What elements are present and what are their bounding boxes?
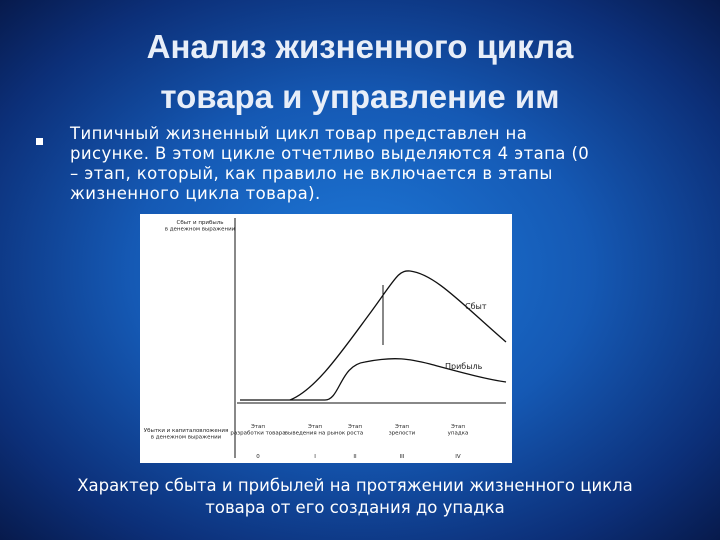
bullet-line: – этап, который, как правило не включает… (70, 164, 553, 183)
title-line: Анализ жизненного цикла (146, 28, 574, 65)
stage-label: Этап (395, 424, 409, 430)
stage-label: зрелости (389, 431, 416, 437)
stage-numeral: 0 (256, 454, 260, 460)
stage-label: Этап (348, 424, 362, 430)
y-axis-label: в денежном выражении (165, 227, 236, 233)
bullet-line: жизненного цикла товара). (70, 184, 321, 203)
y-axis-label: Сбыт и прибыль (176, 220, 223, 226)
stage-label: Этап (451, 424, 465, 430)
stage-numeral: I (314, 454, 316, 460)
bullet-marker (36, 138, 43, 145)
stage-label: Этап (251, 424, 265, 430)
title-line: товара и управление им (160, 78, 560, 115)
sales-curve (289, 270, 507, 401)
sales-label: Сбыт (465, 302, 487, 311)
caption-line: товара от его создания до упадка (205, 498, 505, 517)
stage-label: Этап (308, 424, 322, 430)
stage-label: упадка (448, 431, 469, 437)
bullet-line: Типичный жизненный цикл товар представле… (70, 124, 528, 143)
bullet-line: рисунке. В этом цикле отчетливо выделяют… (70, 144, 590, 163)
profit-label: Прибыль (445, 362, 483, 371)
stage-label: роста (347, 431, 363, 437)
caption-line: Характер сбыта и прибылей на протяжении … (77, 476, 633, 495)
stage-label: разработки товара (230, 431, 285, 437)
stage-numeral: III (400, 454, 405, 460)
stage-label: выведения на рынок (285, 431, 346, 437)
bullet-text: Типичный жизненный цикл товар представле… (70, 124, 589, 204)
caption: Характер сбыта и прибылей на протяжении … (0, 475, 710, 519)
loss-label: в денежном выражении (151, 435, 222, 441)
stage-numeral: II (353, 454, 357, 460)
slide-title: Анализ жизненного цикла товара и управле… (0, 22, 720, 122)
stage-numeral: IV (455, 454, 461, 460)
loss-label: Убытки и капиталовложения (144, 428, 229, 434)
profit-curve (240, 358, 507, 401)
